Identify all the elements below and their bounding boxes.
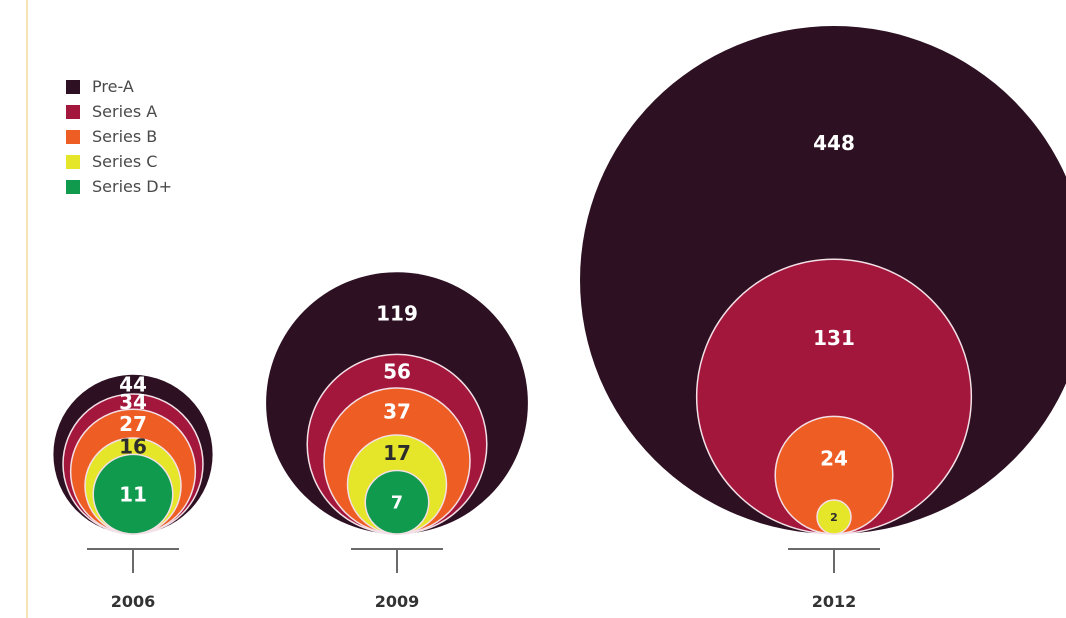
legend-item-series-c: Series C	[66, 149, 172, 174]
data-label-series-a-2006: 34	[119, 390, 147, 414]
data-label-series-d-2009: 7	[391, 494, 403, 514]
legend-item-pre-a: Pre-A	[66, 74, 172, 99]
accent-line	[26, 0, 28, 618]
legend-swatch	[66, 129, 80, 144]
legend-label: Series A	[92, 102, 158, 121]
legend-swatch	[66, 179, 80, 194]
legend-label: Series B	[92, 127, 158, 146]
data-label-series-c-2012: 2	[830, 511, 838, 524]
legend-swatch	[66, 79, 80, 94]
year-label-2009: 2009	[375, 592, 420, 611]
data-label-pre-a-2009: 119	[376, 301, 418, 325]
data-label-series-b-2009: 37	[383, 400, 411, 424]
bubble-group-2012: 448 131 24 2 2012	[580, 26, 1066, 611]
bubble-series-d-2009	[364, 469, 430, 535]
legend-label: Series D+	[92, 177, 173, 196]
data-label-series-c-2006: 16	[119, 434, 147, 458]
legend-item-series-a: Series A	[66, 99, 172, 124]
data-label-pre-a-2012: 448	[813, 131, 855, 155]
legend-swatch	[66, 154, 80, 169]
data-label-pre-a-2006: 44	[119, 373, 147, 397]
legend-label: Pre-A	[92, 77, 134, 96]
bubble-group-2009: 119 56 37 17 7 2009	[266, 272, 528, 611]
legend-item-series-d: Series D+	[66, 174, 172, 199]
bubble-series-d-2006	[92, 453, 174, 535]
legend: Pre-A Series A Series B Series C Series D+	[66, 74, 172, 199]
data-label-series-b-2012: 24	[820, 446, 848, 470]
bubble-series-c-2012	[816, 499, 852, 535]
legend-label: Series C	[92, 152, 158, 171]
year-label-2006: 2006	[111, 592, 156, 611]
legend-swatch	[66, 104, 80, 119]
data-label-series-a-2009: 56	[383, 359, 411, 383]
year-label-2012: 2012	[812, 592, 857, 611]
data-label-series-a-2012: 131	[813, 326, 855, 350]
data-label-series-c-2009: 17	[383, 441, 411, 465]
data-label-series-b-2006: 27	[119, 412, 147, 436]
data-label-series-d-2006: 11	[119, 482, 147, 506]
legend-item-series-b: Series B	[66, 124, 172, 149]
